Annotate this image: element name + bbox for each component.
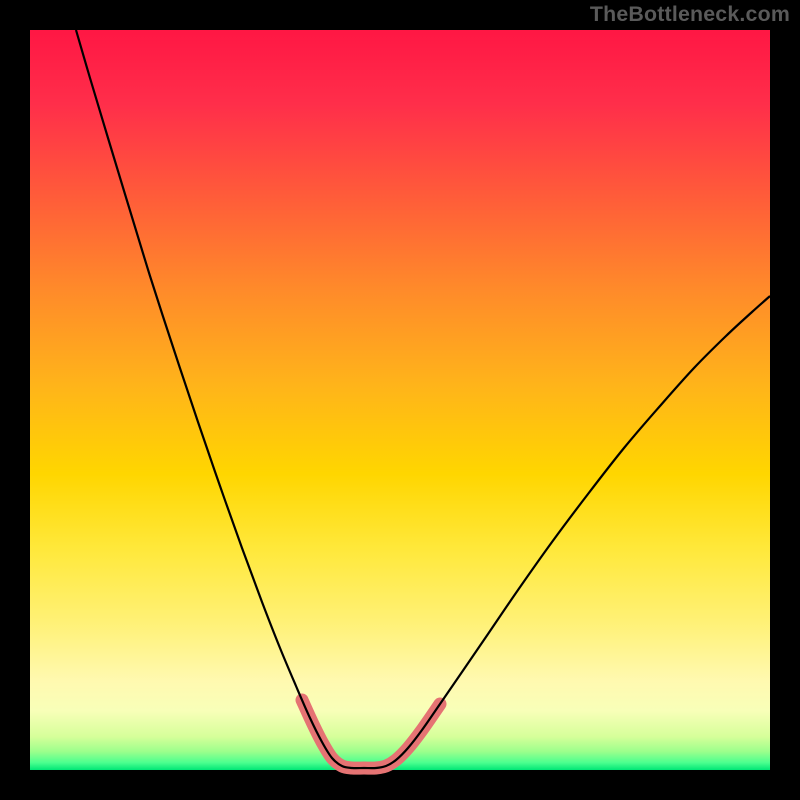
plot-background: [30, 30, 770, 770]
watermark-text: TheBottleneck.com: [590, 2, 790, 27]
chart-canvas: { "watermark": { "text": "TheBottleneck.…: [0, 0, 800, 800]
bottleneck-curve-chart: [0, 0, 800, 800]
